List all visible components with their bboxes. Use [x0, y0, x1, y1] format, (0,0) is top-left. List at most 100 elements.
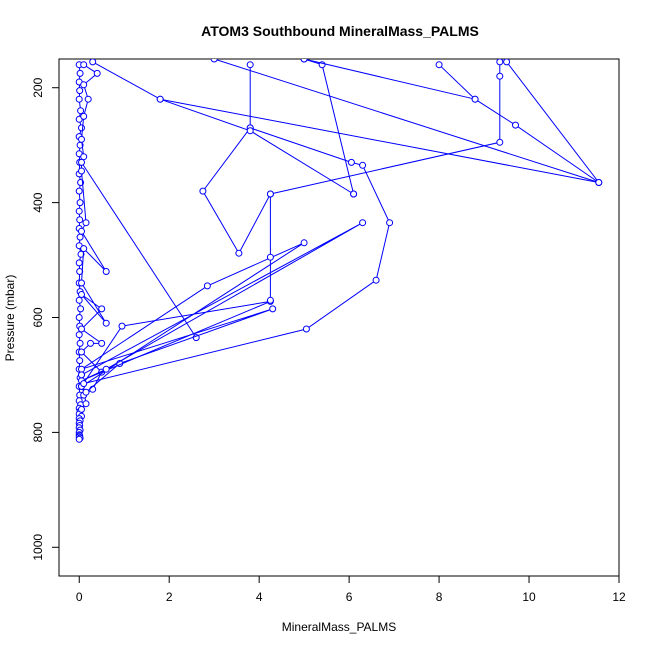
data-point: [347, 158, 355, 166]
data-point: [78, 279, 85, 287]
data-point: [75, 296, 83, 304]
data-point: [89, 59, 97, 66]
data-point: [77, 305, 85, 313]
data-point: [98, 305, 106, 313]
plot-frame: [58, 58, 620, 577]
x-axis-label: MineralMass_PALMS: [282, 620, 396, 634]
y-axis: 200 400 600 800 1000: [31, 77, 60, 561]
data-point: [246, 127, 254, 135]
data-point: [76, 339, 84, 347]
data-point: [76, 357, 84, 365]
x-tick-label: 10: [522, 590, 536, 604]
data-point: [102, 319, 110, 327]
data-point: [80, 245, 88, 253]
data-point: [269, 305, 277, 313]
data-point: [300, 239, 308, 247]
series-line: [202, 127, 271, 301]
data-point: [78, 325, 85, 333]
series-line: [303, 59, 476, 100]
data-point: [77, 250, 85, 258]
data-point: [76, 233, 84, 241]
data-point: [78, 291, 85, 298]
data-point: [76, 216, 84, 224]
data-point: [78, 124, 85, 132]
data-point: [350, 190, 358, 198]
data-point: [76, 87, 84, 95]
data-point: [372, 276, 380, 284]
x-tick-label: 0: [76, 590, 83, 604]
data-point: [503, 59, 511, 66]
data-point: [78, 371, 85, 379]
data-point: [78, 227, 85, 235]
data-point: [93, 69, 101, 77]
x-tick-label: 6: [346, 590, 353, 604]
series-layer: [75, 59, 603, 443]
data-point: [75, 95, 83, 103]
chart-title: ATOM3 Southbound MineralMass_PALMS: [201, 23, 479, 39]
data-point: [266, 190, 274, 198]
data-point: [89, 385, 97, 393]
data-point: [496, 72, 504, 80]
data-point: [82, 400, 90, 408]
data-point: [80, 61, 88, 69]
y-tick-label: 200: [31, 77, 45, 97]
data-point: [98, 339, 106, 347]
data-point: [82, 219, 90, 227]
data-point: [156, 95, 164, 103]
data-point: [210, 59, 218, 63]
data-point: [512, 121, 519, 129]
data-point: [77, 107, 85, 115]
data-point: [496, 59, 504, 66]
data-point: [266, 253, 274, 261]
data-point: [75, 207, 83, 215]
data-point: [78, 405, 85, 413]
data-point: [80, 81, 88, 89]
data-point: [80, 153, 88, 161]
data-point: [78, 365, 85, 373]
x-tick-label: 2: [166, 590, 173, 604]
data-point: [199, 187, 207, 195]
data-point: [118, 322, 126, 330]
data-point: [84, 95, 92, 103]
data-point: [80, 380, 88, 388]
data-point: [302, 325, 310, 333]
y-tick-label: 1000: [31, 534, 45, 561]
y-axis-label: Pressure (mbar): [3, 275, 17, 362]
data-point: [246, 61, 254, 69]
data-point: [102, 268, 110, 275]
data-point: [359, 219, 367, 227]
data-point: [435, 61, 443, 69]
data-point: [300, 59, 308, 63]
data-point: [235, 249, 243, 257]
data-point: [266, 296, 274, 304]
x-tick-label: 4: [256, 590, 263, 604]
data-point: [80, 112, 88, 120]
data-point: [595, 179, 603, 186]
data-point: [471, 95, 479, 103]
data-point: [75, 331, 83, 339]
data-point: [76, 69, 84, 77]
series-line: [92, 61, 354, 195]
series-line: [83, 64, 391, 385]
x-tick-label: 12: [612, 590, 626, 604]
data-point: [75, 259, 83, 267]
x-tick-label: 8: [436, 590, 443, 604]
data-point: [78, 158, 85, 166]
data-point: [75, 435, 83, 443]
data-point: [78, 135, 85, 143]
x-axis: 0 2 4 6 8 10 12: [76, 575, 626, 604]
y-tick-label: 400: [31, 192, 45, 212]
data-point: [102, 365, 110, 373]
data-point: [386, 219, 394, 227]
data-point: [76, 199, 84, 207]
data-point: [496, 138, 504, 146]
data-point: [75, 314, 83, 321]
data-point: [82, 388, 90, 396]
y-tick-label: 800: [31, 422, 45, 442]
data-point: [78, 348, 85, 356]
series-line: [270, 61, 501, 195]
data-point: [78, 167, 85, 175]
data-point: [87, 339, 94, 347]
series-line: [303, 59, 355, 195]
